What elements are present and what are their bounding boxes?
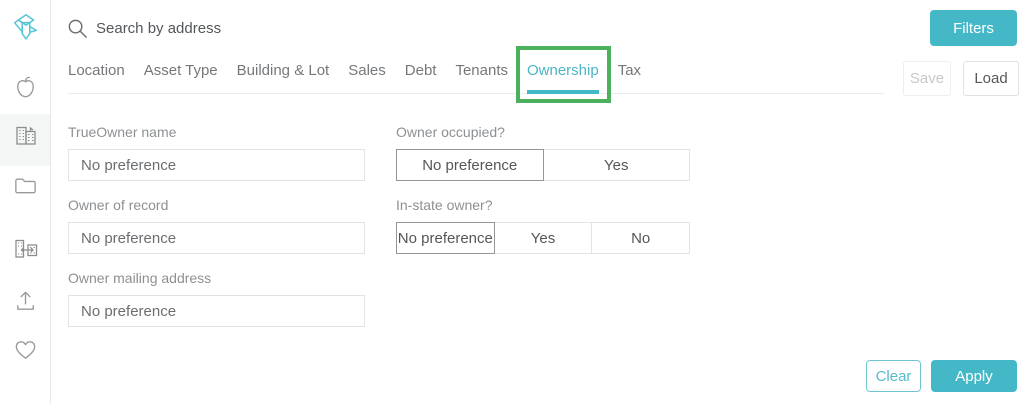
save-load-group: Save Load (903, 61, 1019, 96)
owner-occupied-segmented: No preference Yes (396, 149, 690, 181)
search-icon (66, 17, 89, 45)
sidebar-item-properties[interactable] (0, 121, 51, 149)
form-left-column: TrueOwner name Owner of record Owner mai… (68, 124, 365, 343)
upload-icon (12, 287, 39, 314)
sidebar-item-upload[interactable] (0, 287, 51, 314)
search-input[interactable] (96, 14, 516, 42)
folder-icon (12, 172, 39, 199)
clear-button[interactable]: Clear (866, 360, 921, 392)
in-state-owner-option-no-preference[interactable]: No preference (396, 222, 495, 254)
sidebar-item-folders[interactable] (0, 172, 51, 199)
apply-button[interactable]: Apply (931, 360, 1017, 392)
field-owner-of-record: Owner of record (68, 197, 365, 254)
building-compare-icon (12, 235, 40, 263)
tab-tax[interactable]: Tax (617, 62, 642, 79)
form-right-column: Owner occupied? No preference Yes In-sta… (396, 124, 690, 270)
tab-sales[interactable]: Sales (348, 62, 386, 79)
sidebar (0, 0, 51, 404)
tab-asset-type[interactable]: Asset Type (143, 62, 218, 79)
heart-icon (12, 336, 39, 363)
field-trueowner-name: TrueOwner name (68, 124, 365, 181)
owner-mailing-address-input[interactable] (68, 295, 365, 327)
load-button[interactable]: Load (963, 61, 1019, 96)
owner-occupied-option-no-preference[interactable]: No preference (396, 149, 544, 181)
tab-building-lot[interactable]: Building & Lot (236, 62, 330, 79)
field-in-state-owner: In-state owner? No preference Yes No (396, 197, 690, 254)
owner-of-record-label: Owner of record (68, 197, 169, 213)
trueowner-name-label: TrueOwner name (68, 124, 177, 140)
in-state-owner-option-no[interactable]: No (591, 223, 690, 253)
save-button[interactable]: Save (903, 61, 951, 96)
tab-tenants[interactable]: Tenants (455, 62, 508, 79)
tab-ownership[interactable]: Ownership (516, 46, 611, 103)
trueowner-name-input[interactable] (68, 149, 365, 181)
in-state-owner-option-yes[interactable]: Yes (493, 223, 592, 253)
reonomy-logo (9, 10, 43, 46)
sidebar-item-home[interactable] (0, 10, 51, 46)
in-state-owner-label: In-state owner? (396, 197, 493, 213)
tab-debt[interactable]: Debt (404, 62, 437, 79)
owner-occupied-option-yes[interactable]: Yes (542, 150, 689, 180)
sidebar-item-favorites[interactable] (0, 336, 51, 363)
sidebar-item-apple[interactable] (0, 74, 51, 101)
filters-button[interactable]: Filters (930, 10, 1017, 46)
buildings-icon (12, 121, 40, 149)
filter-tabs: Location Asset Type Building & Lot Sales… (68, 46, 884, 103)
field-owner-mailing-address: Owner mailing address (68, 270, 365, 327)
in-state-owner-segmented: No preference Yes No (396, 222, 690, 254)
owner-mailing-address-label: Owner mailing address (68, 270, 212, 286)
tab-ownership-label: Ownership (527, 62, 599, 79)
tab-location[interactable]: Location (68, 62, 125, 79)
apple-icon (12, 74, 39, 101)
sidebar-item-comps[interactable] (0, 235, 51, 263)
owner-occupied-label: Owner occupied? (396, 124, 505, 140)
owner-of-record-input[interactable] (68, 222, 365, 254)
field-owner-occupied: Owner occupied? No preference Yes (396, 124, 690, 181)
